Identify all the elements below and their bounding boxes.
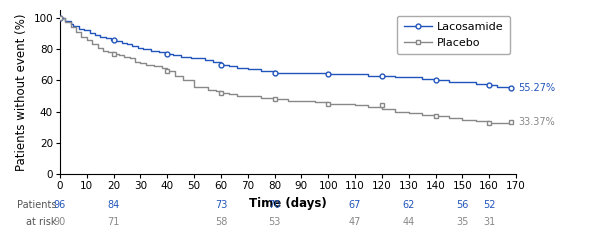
Text: 73: 73 xyxy=(215,200,227,210)
Text: 35: 35 xyxy=(456,217,469,227)
Text: 62: 62 xyxy=(403,200,415,210)
Text: 55.27%: 55.27% xyxy=(518,83,556,93)
Y-axis label: Patients without event (%): Patients without event (%) xyxy=(15,13,28,171)
Text: 33.37%: 33.37% xyxy=(518,117,556,127)
Text: 70: 70 xyxy=(268,200,281,210)
Text: 71: 71 xyxy=(107,217,120,227)
Text: 58: 58 xyxy=(215,217,227,227)
Text: 31: 31 xyxy=(483,217,496,227)
Legend: Lacosamide, Placebo: Lacosamide, Placebo xyxy=(397,15,511,54)
Text: 84: 84 xyxy=(107,200,120,210)
Text: Patients: Patients xyxy=(17,200,57,210)
Text: 56: 56 xyxy=(456,200,469,210)
Text: at risk: at risk xyxy=(26,217,57,227)
Text: 47: 47 xyxy=(349,217,361,227)
Text: 90: 90 xyxy=(54,217,66,227)
Text: 96: 96 xyxy=(54,200,66,210)
Text: 67: 67 xyxy=(349,200,361,210)
Text: 52: 52 xyxy=(483,200,496,210)
Text: 53: 53 xyxy=(268,217,281,227)
Text: 44: 44 xyxy=(403,217,415,227)
X-axis label: Time (days): Time (days) xyxy=(249,197,327,210)
